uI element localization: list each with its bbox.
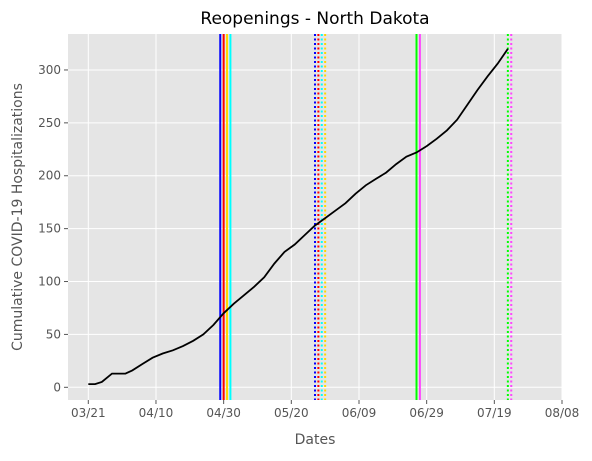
- x-tick-label: 06/29: [409, 406, 444, 420]
- hospitalizations-line: [88, 48, 509, 385]
- x-tick-label: 03/21: [71, 406, 106, 420]
- x-axis-label: Dates: [295, 432, 336, 448]
- y-tick-label: 250: [38, 116, 61, 130]
- y-tick-label: 150: [38, 222, 61, 236]
- x-tick-label: 05/20: [274, 406, 309, 420]
- y-tick-label: 100: [38, 275, 61, 289]
- reopening-lines: [219, 34, 513, 400]
- x-tick-label: 04/30: [206, 406, 241, 420]
- y-tick-label: 200: [38, 169, 61, 183]
- plot-area: [68, 34, 562, 400]
- x-tick-label: 04/10: [139, 406, 174, 420]
- chart-title: Reopenings - North Dakota: [200, 9, 429, 29]
- y-axis-label: Cumulative COVID-19 Hospitalizations: [10, 83, 26, 351]
- y-tick-label: 0: [53, 380, 61, 394]
- y-tick-label: 300: [38, 63, 61, 77]
- x-tick-label: 06/09: [342, 406, 377, 420]
- y-tick-label: 50: [46, 327, 61, 341]
- x-axis-ticks: 03/21 04/10 04/30 05/20 06/09 06/29 07/19 08/08: [71, 400, 579, 420]
- y-axis-ticks: 0 50 100 150 200 250 300: [38, 63, 68, 394]
- x-tick-label: 07/19: [477, 406, 512, 420]
- x-tick-label: 08/08: [545, 406, 580, 420]
